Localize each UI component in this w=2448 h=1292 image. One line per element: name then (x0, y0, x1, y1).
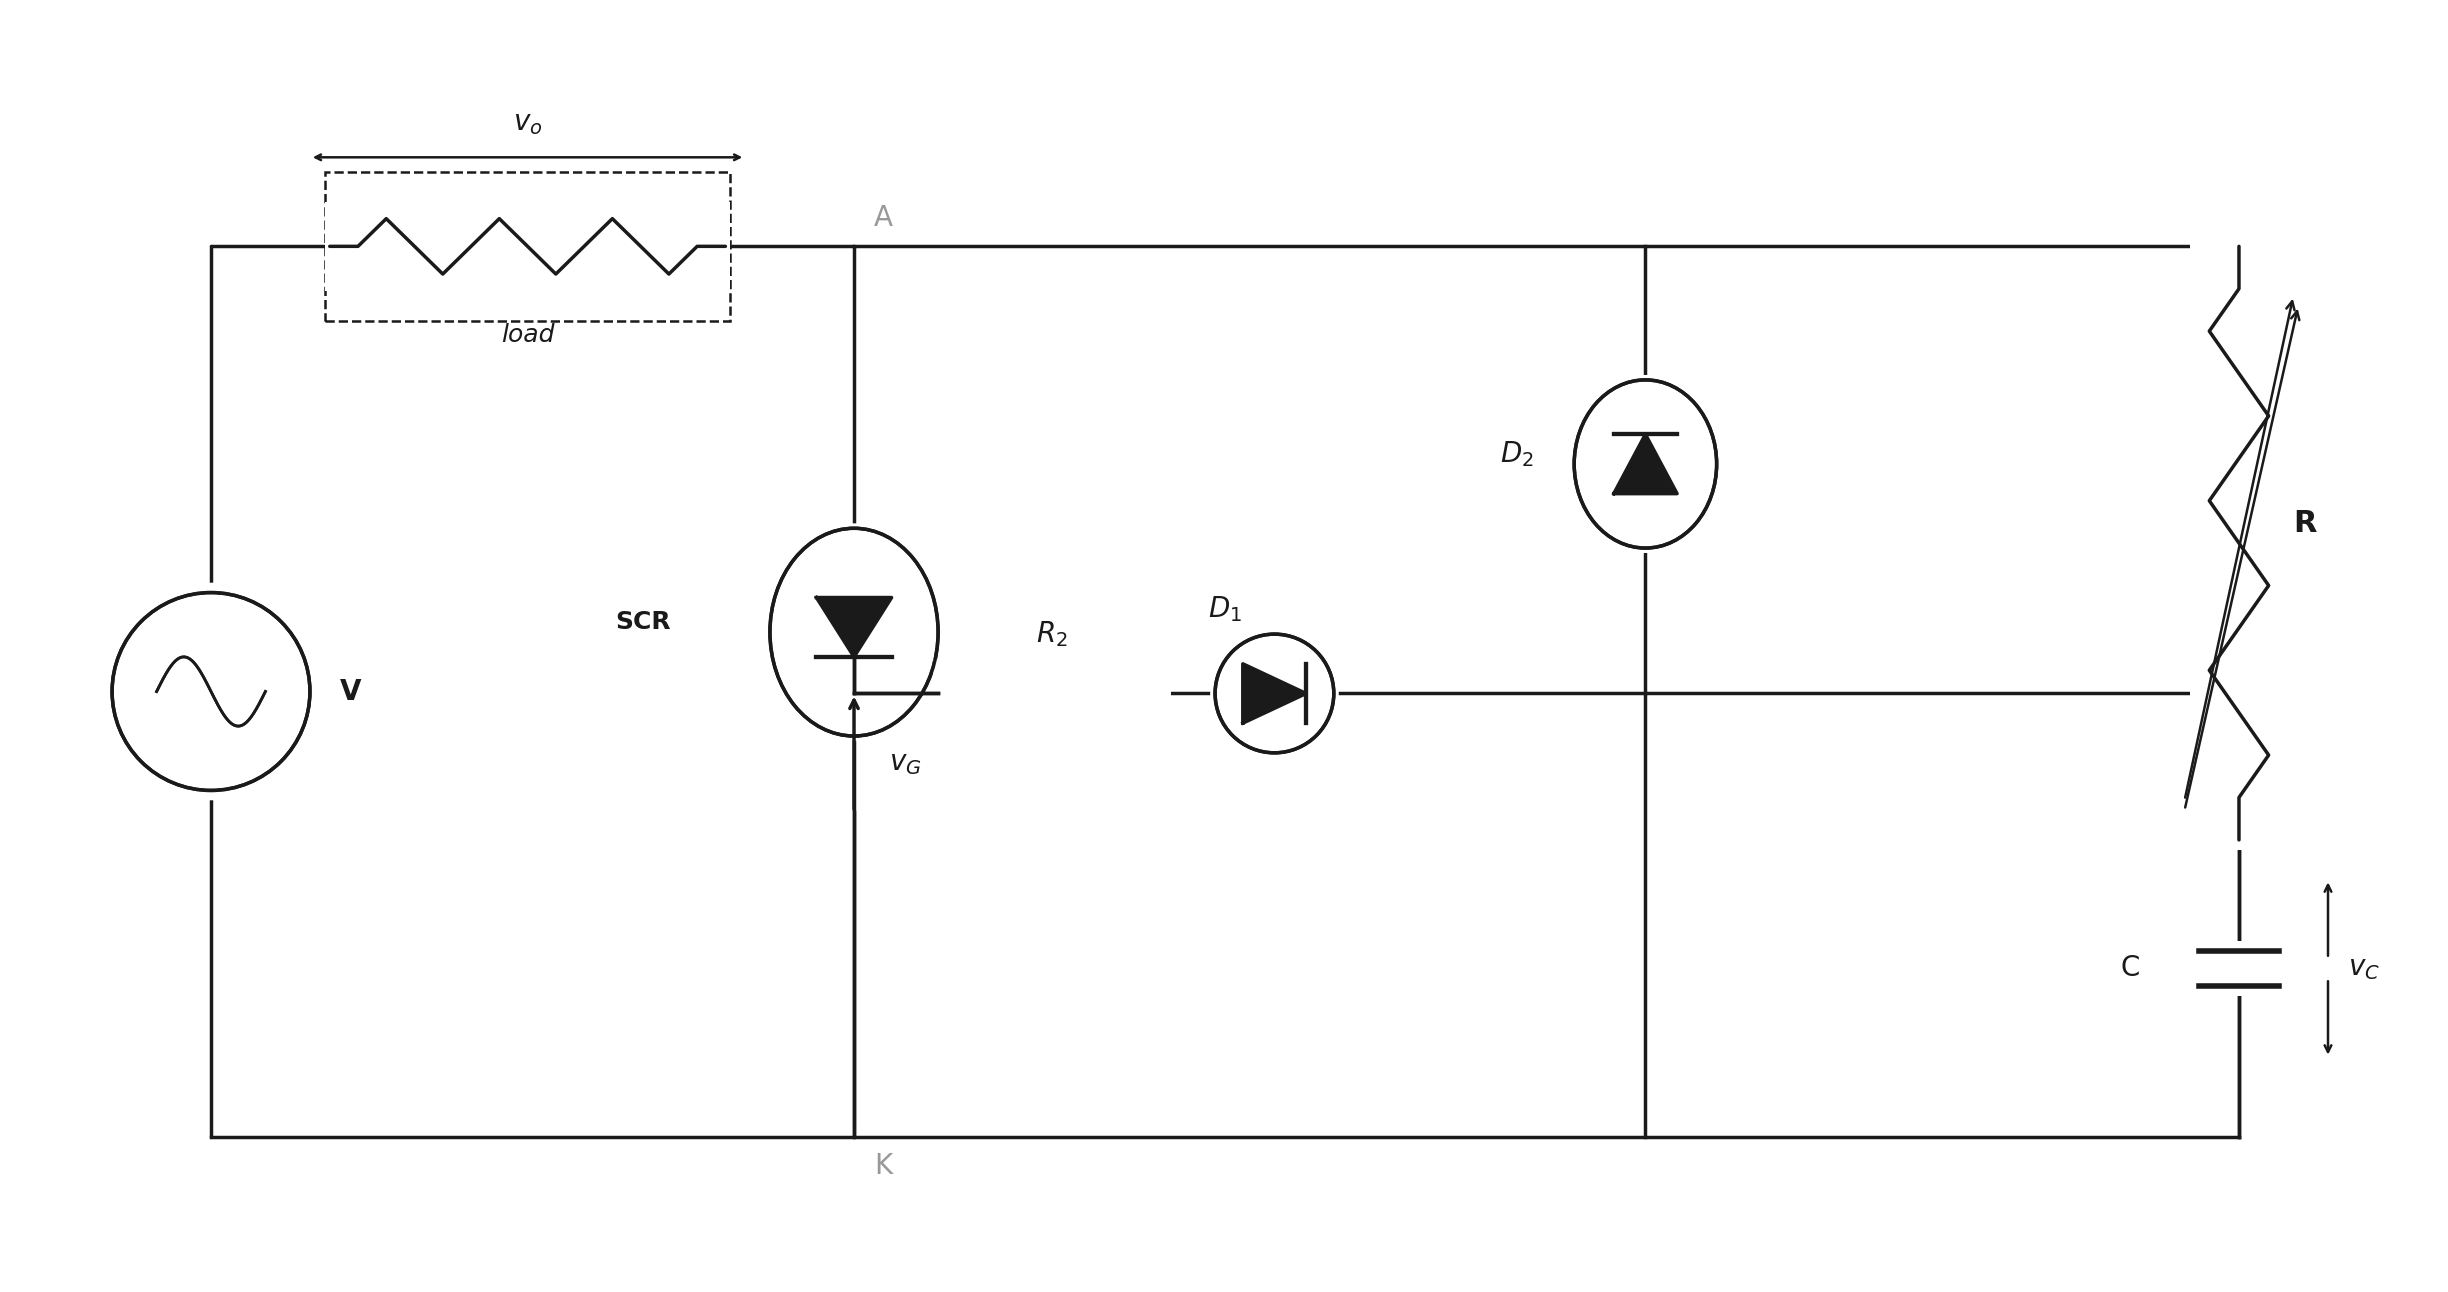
Text: $v_G$: $v_G$ (889, 749, 920, 776)
Text: R: R (2294, 509, 2316, 537)
Text: C: C (2120, 955, 2140, 982)
Text: K: K (874, 1151, 891, 1180)
Text: $v_o$: $v_o$ (512, 109, 543, 137)
Text: $v_C$: $v_C$ (2348, 955, 2379, 982)
Text: V: V (340, 677, 362, 705)
Circle shape (103, 583, 321, 800)
Text: $D_2$: $D_2$ (1501, 439, 1535, 469)
Bar (326, 172, 730, 320)
Ellipse shape (1569, 375, 1721, 553)
Bar (2189, 941, 2289, 996)
Ellipse shape (764, 523, 942, 742)
Polygon shape (1613, 434, 1677, 494)
Polygon shape (1613, 434, 1677, 494)
Text: A: A (874, 204, 894, 231)
Text: $D_1$: $D_1$ (1207, 594, 1241, 624)
Polygon shape (1244, 664, 1307, 724)
Text: load: load (502, 323, 553, 348)
Text: G: G (952, 669, 974, 698)
Polygon shape (1244, 664, 1307, 724)
Bar (326, 202, 730, 291)
Bar (2189, 236, 2289, 850)
Polygon shape (818, 597, 891, 656)
Text: SCR: SCR (614, 610, 671, 634)
Text: $R_2$: $R_2$ (1036, 619, 1067, 649)
Bar (933, 659, 1170, 729)
Polygon shape (818, 597, 891, 656)
Ellipse shape (1209, 629, 1339, 758)
